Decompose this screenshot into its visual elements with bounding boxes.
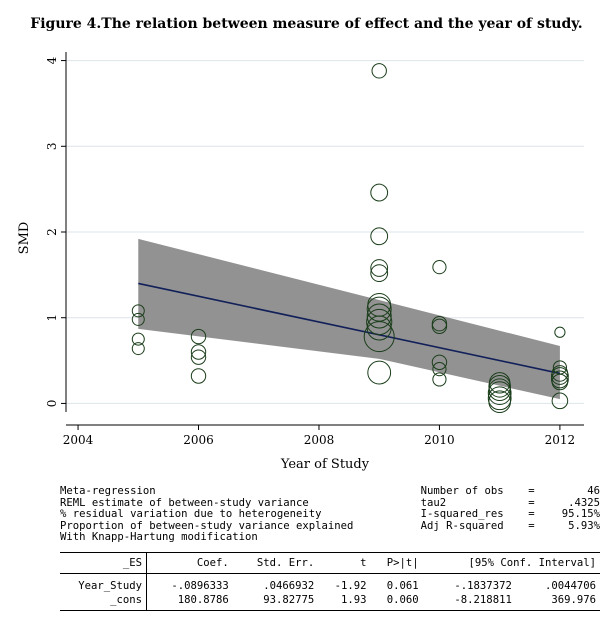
stat-description: With Knapp-Hartung modification <box>60 531 258 544</box>
cell-ci-high: .0044706 <box>544 580 596 592</box>
x-tick-label: 2012 <box>545 433 576 447</box>
data-point <box>488 374 511 398</box>
y-tick-label: 0 <box>45 400 59 408</box>
data-point <box>190 349 207 365</box>
x-axis-label: Year of Study <box>280 457 370 472</box>
figure-title: Figure 4.The relation between measure of… <box>30 16 583 32</box>
y-tick-label: 2 <box>45 228 59 236</box>
data-point <box>431 354 448 370</box>
x-axis-ticks: 2004 2006 2008 2010 2012 <box>63 425 575 447</box>
data-point <box>131 342 145 356</box>
data-point <box>488 390 511 414</box>
data-point <box>487 381 512 406</box>
data-point <box>487 386 512 411</box>
data-point <box>371 63 387 79</box>
stat-row: With Knapp-Hartung modification <box>60 532 600 544</box>
y-axis-label: SMD <box>17 222 32 255</box>
stat-equals: = <box>528 519 535 532</box>
y-tick-label: 4 <box>45 56 59 64</box>
stat-row: REML estimate of between-study variance … <box>60 496 600 510</box>
cell-t: 1.93 <box>318 593 371 611</box>
x-tick-label: 2004 <box>63 433 94 447</box>
data-point <box>551 367 569 385</box>
data-point <box>190 344 207 360</box>
data-point <box>370 183 389 202</box>
cell-std-err: .0466932 <box>263 580 315 592</box>
data-point <box>551 373 569 391</box>
stat-description: REML estimate of between-study variance <box>60 496 309 509</box>
data-points <box>131 63 569 414</box>
x-tick-label: 2006 <box>183 433 214 447</box>
y-tick-label: 3 <box>45 142 59 150</box>
stat-description: % residual variation due to heterogeneit… <box>60 508 322 521</box>
stat-key: Adj R-squared <box>420 519 504 532</box>
stat-value: .4325 <box>568 496 600 509</box>
header-t: t <box>318 552 371 574</box>
cell-std-err: 93.82775 <box>232 593 319 611</box>
stat-value: 95.15% <box>561 508 600 521</box>
cell-p: 0.060 <box>370 593 423 611</box>
table-row: _cons 180.8786 93.82775 1.93 0.060 -8.21… <box>60 593 600 611</box>
confidence-band <box>138 238 560 400</box>
data-point <box>131 304 145 318</box>
data-point <box>432 260 447 275</box>
meta-regression-stats: Meta-regression Number of obs = 46 REML … <box>60 485 600 544</box>
table-row: Year_Study -.0896333 .0466932 -1.92 0.06… <box>60 573 600 593</box>
data-point <box>551 392 569 410</box>
regression-table-header: _ES Coef. Std. Err. t P>|t| [95% Conf. I… <box>60 552 600 574</box>
data-point <box>551 370 569 389</box>
data-point <box>363 321 395 353</box>
data-point <box>370 227 389 246</box>
cell-ci-low: -8.218811 <box>422 593 516 611</box>
header-es: _ES <box>60 552 147 574</box>
stat-key: I-squared_res <box>420 508 504 521</box>
data-point <box>554 326 566 338</box>
stat-key: tau2 <box>420 496 447 509</box>
meta-regression-chart: 2004 2006 2008 2010 2012 0 1 2 3 4 Year of Study… <box>17 52 584 472</box>
fitted-regression-line <box>138 282 561 375</box>
data-point <box>370 264 389 283</box>
stat-value: 46 <box>587 485 600 497</box>
header-p: P>|t| <box>370 552 423 574</box>
cell-ci-low: -.1837372 <box>454 580 512 592</box>
header-std-err: Std. Err. <box>232 552 319 574</box>
y-tick-label: 1 <box>45 314 59 322</box>
stat-row: Meta-regression Number of obs = 46 <box>60 485 600 498</box>
data-point <box>131 312 145 326</box>
data-point <box>131 332 145 346</box>
row-label: Year_Study <box>60 573 147 593</box>
stat-description: Meta-regression <box>60 485 156 497</box>
stat-row: % residual variation due to heterogeneit… <box>60 509 600 521</box>
stat-equals: = <box>528 496 535 509</box>
header-conf-interval: [95% Conf. Interval] <box>422 552 600 574</box>
data-point <box>431 318 448 334</box>
stat-equals: = <box>528 485 535 497</box>
cell-coef: -.0896333 <box>171 580 229 592</box>
x-tick-label: 2010 <box>424 433 455 447</box>
x-tick-label: 2008 <box>304 433 335 447</box>
stat-description: Proportion of between-study variance exp… <box>60 519 354 532</box>
cell-ci-high: 369.976 <box>515 593 600 611</box>
data-point <box>190 328 207 345</box>
stat-row: Proportion of between-study variance exp… <box>60 519 600 533</box>
data-point <box>432 362 447 377</box>
y-axis-ticks: 0 1 2 3 4 <box>45 56 66 407</box>
cell-coef: 180.8786 <box>146 593 233 611</box>
stat-key: Number of obs <box>420 485 504 497</box>
stat-equals: = <box>528 508 535 521</box>
cell-p: 0.061 <box>386 580 419 592</box>
data-point <box>367 360 392 385</box>
data-point <box>190 368 207 384</box>
data-point <box>432 372 447 387</box>
header-coef: Coef. <box>146 552 233 574</box>
data-point <box>366 308 393 336</box>
stat-value: 5.93% <box>568 519 600 532</box>
data-point <box>370 259 389 277</box>
row-label: _cons <box>60 593 147 611</box>
data-point <box>366 303 392 329</box>
cell-t: -1.92 <box>334 580 367 592</box>
regression-table: _ES Coef. Std. Err. t P>|t| [95% Conf. I… <box>60 552 600 611</box>
